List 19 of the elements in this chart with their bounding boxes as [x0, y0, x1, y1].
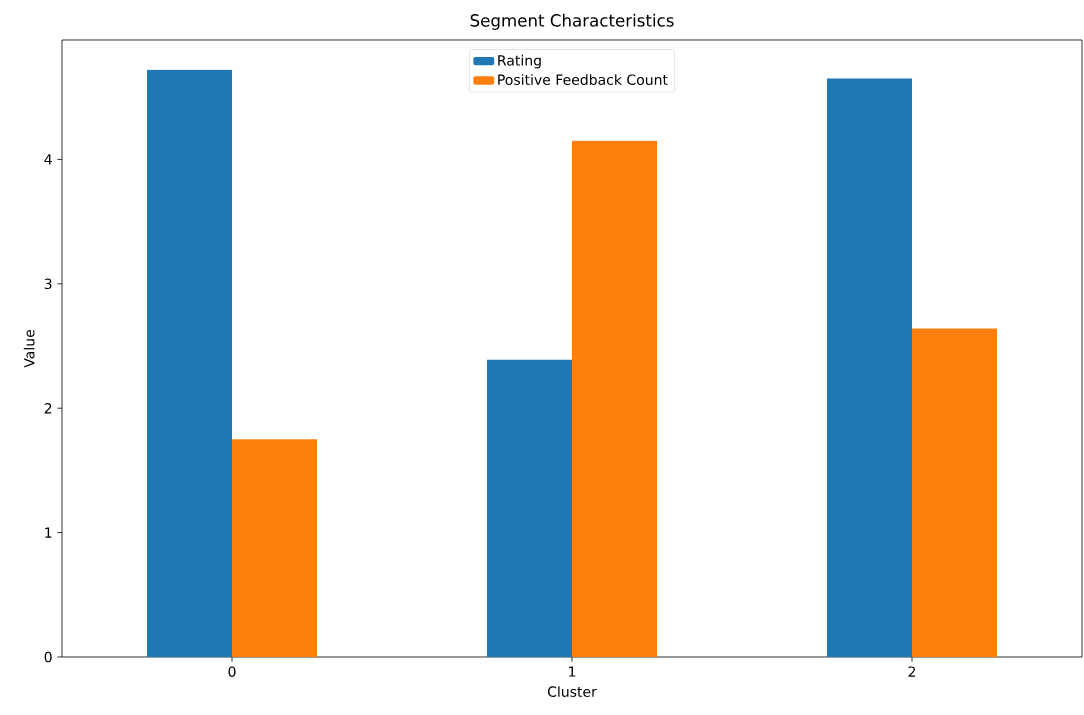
y-tick-label: 2	[44, 403, 52, 414]
y-tick-label: 0	[44, 651, 52, 663]
bar	[487, 359, 573, 657]
bar	[232, 439, 318, 657]
bar	[912, 328, 997, 657]
y-tick-label: 1	[45, 527, 52, 538]
x-tick-label: 0	[228, 666, 236, 677]
chart-title: Segment Characteristics	[470, 13, 674, 30]
bar	[572, 140, 658, 657]
x-tick-label: 2	[908, 666, 916, 677]
y-tick-label: 4	[44, 154, 52, 165]
legend-label: Rating	[498, 54, 541, 69]
y-axis-title: Value	[23, 330, 35, 368]
bar	[147, 69, 233, 657]
legend-label: Positive Feedback Count	[498, 74, 668, 85]
y-tick-label: 3	[44, 278, 52, 290]
x-axis-title: Cluster	[547, 686, 597, 697]
bar	[827, 78, 913, 657]
x-tick-label: 1	[569, 666, 576, 677]
